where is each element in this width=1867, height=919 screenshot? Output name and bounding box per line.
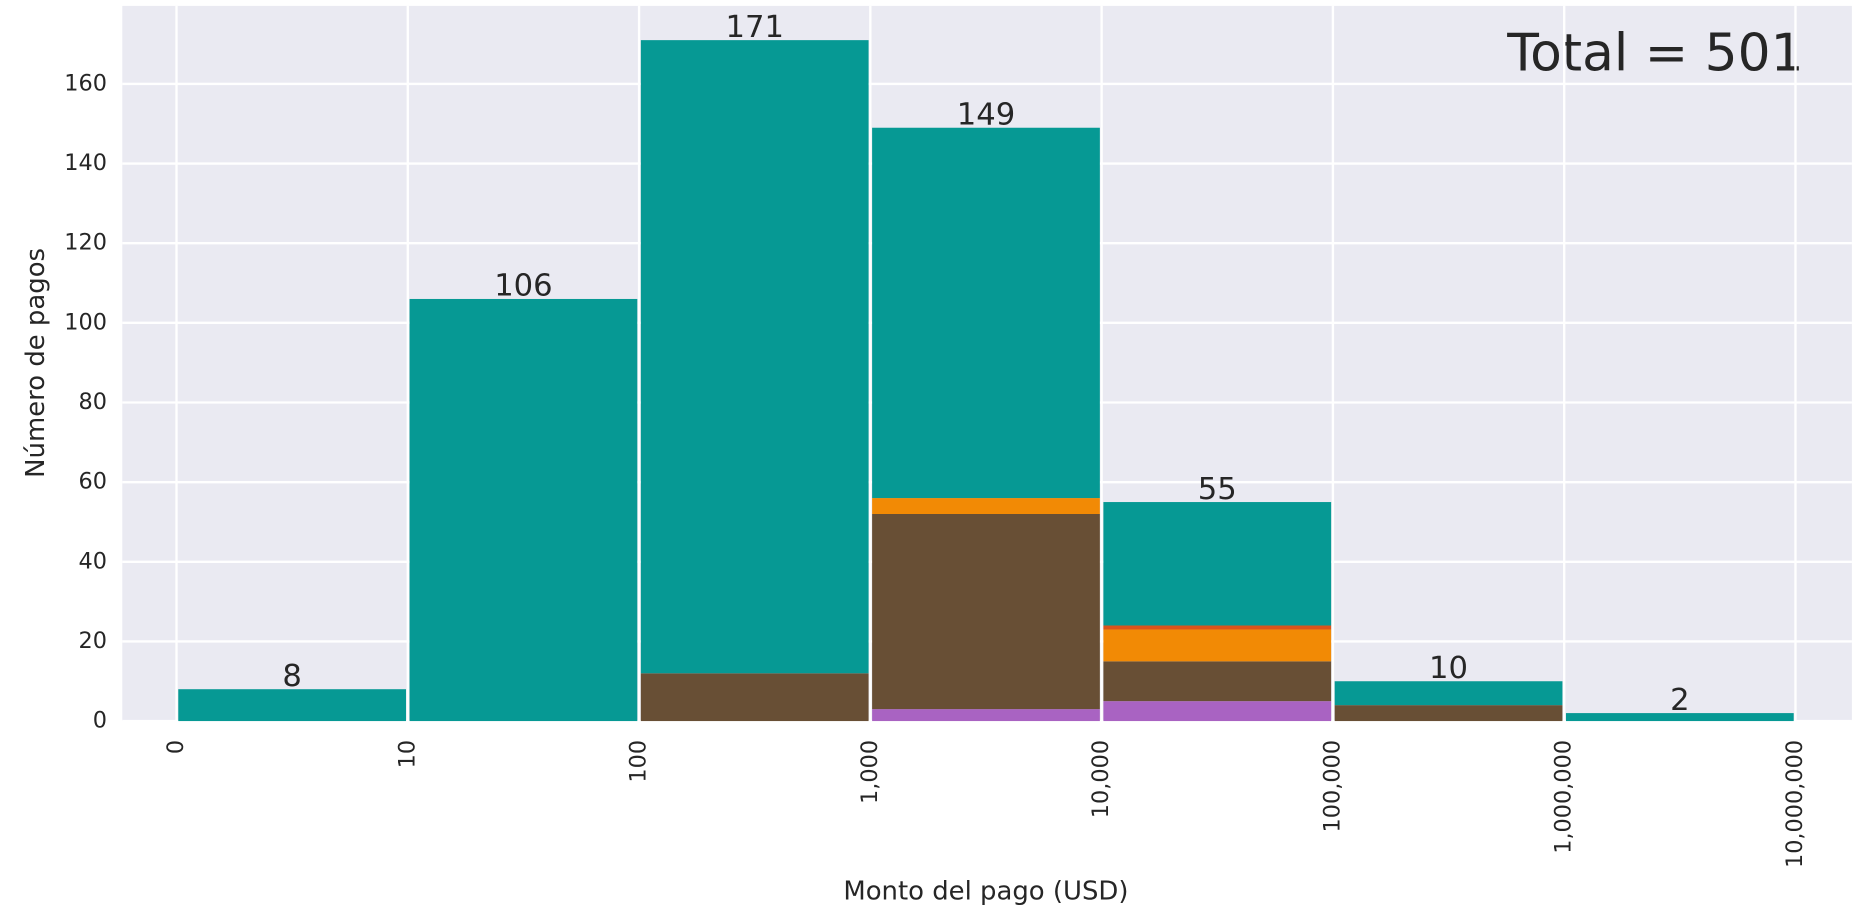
bar-segment (640, 673, 869, 722)
value-label: 8 (282, 659, 302, 694)
value-label: 2 (1670, 683, 1690, 718)
x-tick-label: 1,000 (857, 740, 883, 804)
y-tick-label: 160 (64, 70, 107, 96)
y-tick-label: 120 (64, 230, 107, 256)
bar-segment (1103, 502, 1332, 626)
y-tick-label: 80 (79, 389, 107, 415)
x-tick-label: 1,000,000 (1551, 740, 1577, 854)
bar-segment (1103, 661, 1332, 702)
bar-segment (872, 127, 1100, 499)
y-tick-label: 20 (79, 628, 107, 654)
value-label: 171 (725, 10, 783, 45)
value-label: 106 (494, 269, 552, 304)
value-label: 149 (957, 97, 1015, 132)
y-tick-label: 60 (79, 469, 107, 495)
bar-segment (872, 513, 1100, 710)
bar-segment (1103, 701, 1332, 722)
y-tick-label: 0 (93, 708, 107, 734)
bar-segment (1565, 713, 1794, 722)
x-tick-label: 10,000 (1088, 740, 1114, 818)
y-tick-label: 100 (64, 309, 107, 335)
bar-segment (1103, 625, 1332, 630)
y-tick-label: 40 (79, 548, 107, 574)
y-axis-label: Número de pagos (21, 248, 51, 478)
bar-segment (640, 40, 869, 674)
x-axis-label: Monto del pago (USD) (843, 876, 1128, 906)
y-tick-label: 140 (64, 150, 107, 176)
x-tick-label: 100,000 (1319, 740, 1345, 833)
bar-segment (1334, 681, 1563, 706)
x-tick-label: 100 (626, 740, 652, 783)
bar-segment (409, 298, 638, 722)
x-tick-label: 10 (394, 740, 420, 768)
bar-segment (872, 709, 1100, 722)
bar-segment (1334, 705, 1563, 722)
annotation: Total = 501 (1506, 24, 1803, 84)
value-label: 55 (1198, 472, 1237, 507)
x-tick-label: 0 (163, 740, 189, 754)
bar-segment (1103, 629, 1332, 662)
bar-segment (178, 689, 407, 722)
x-tick-label: 10,000,000 (1782, 740, 1808, 868)
bar-segment (872, 498, 1100, 514)
value-label: 10 (1429, 651, 1468, 686)
